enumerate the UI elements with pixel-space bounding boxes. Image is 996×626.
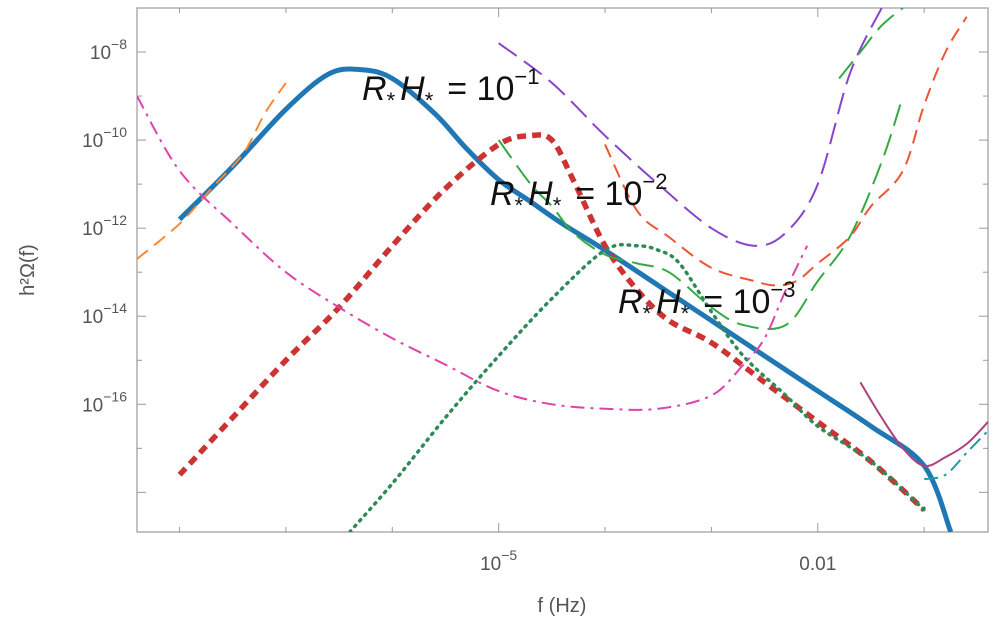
annotation-rh-1-rhs: = 10: [447, 70, 514, 108]
series-line-6: [838, 8, 904, 80]
annotation-rh-3-sub1: *: [643, 301, 652, 326]
annotation-rh-3-r: R: [618, 283, 643, 321]
y-tick-label: 10−14: [82, 300, 127, 328]
axis-ticks: 10−8 10−10 10−12 10−14 10−16 10−5 0.01: [82, 7, 988, 575]
series-line-8: [137, 82, 287, 260]
series-line-4: [498, 8, 883, 247]
annotation-rh-1-exp: −1: [514, 64, 539, 89]
annotation-rh-2-sub2: *: [553, 193, 562, 218]
y-axis-title: h²Ω(f): [17, 244, 39, 296]
annotation-rh-3-exp: −3: [770, 277, 795, 302]
annotation-rh-1-sub2: *: [425, 88, 434, 113]
series-line-9: [137, 95, 809, 411]
series-line-1: [177, 66, 954, 532]
annotation-rh-3-h: H: [656, 283, 681, 321]
annotation-rh-2-exp: −2: [642, 169, 667, 194]
annotation-rh-2-r: R: [490, 175, 515, 213]
svg-text:R*H*= 10−1: R* H* = 10−1: [362, 64, 539, 113]
annotation-rh-2-sub1: *: [515, 193, 524, 218]
annotation-rh-3-sub2: *: [681, 301, 690, 326]
series-line-5: [497, 95, 904, 331]
svg-text:R*H*= 10−2: R* H* = 10−2: [490, 169, 667, 218]
series-line-2: [177, 132, 927, 513]
y-tick-label: 10−10: [82, 124, 127, 152]
annotation-rh-3-rhs: = 10: [703, 283, 770, 321]
annotation-rh-3: R* H* = 10−3: [618, 277, 795, 326]
annotation-rh-1-sub1: *: [387, 88, 396, 113]
x-tick-label: 10−5: [480, 547, 517, 575]
annotation-rh-1-r: R: [362, 70, 387, 108]
x-axis-title: f (Hz): [538, 595, 587, 617]
annotation-rh-1-h: H: [400, 70, 425, 108]
series-line-11: [923, 430, 988, 481]
series-line-7: [604, 16, 968, 287]
series-line-3: [348, 242, 926, 532]
annotation-rh-2-rhs: = 10: [575, 175, 642, 213]
svg-text:R*H*= 10−3: R* H* = 10−3: [618, 277, 795, 326]
series-layer: [137, 8, 988, 532]
series-line-10: [859, 381, 988, 468]
y-tick-label: 10−16: [82, 388, 127, 416]
x-tick-label: 0.01: [799, 554, 836, 575]
annotation-rh-2: R* H* = 10−2: [490, 169, 667, 218]
y-tick-label: 10−8: [90, 36, 127, 64]
plot-frame: [136, 7, 989, 533]
annotation-rh-1: R* H* = 10−1: [362, 64, 539, 113]
annotation-rh-2-h: H: [528, 175, 553, 213]
y-tick-label: 10−12: [82, 212, 127, 240]
